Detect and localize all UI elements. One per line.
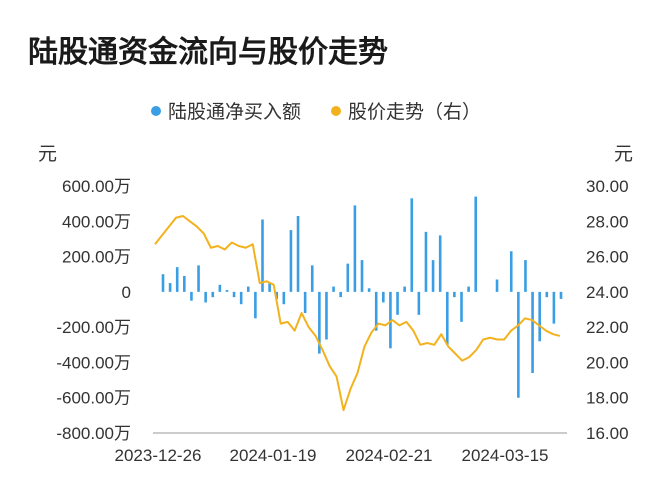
bar xyxy=(403,286,406,292)
legend-line-label: 股价走势（右） xyxy=(348,101,481,123)
x-tick-labels: 2023-12-26 2024-01-19 2024-02-21 2024-03-15 xyxy=(115,446,549,465)
y-left-tick-label: -400.00万 xyxy=(56,353,131,372)
bar xyxy=(211,291,215,298)
y-left-tick-label: 0 xyxy=(122,283,131,302)
line-series xyxy=(154,214,561,412)
bar xyxy=(289,230,293,292)
y-left-tick-label: 200.00万 xyxy=(62,248,131,267)
bar xyxy=(389,291,392,349)
bar xyxy=(382,291,385,303)
y-right-tick-label: 28.00 xyxy=(586,212,629,231)
bar xyxy=(474,196,478,292)
bar xyxy=(495,279,499,292)
bar xyxy=(183,275,186,292)
bar xyxy=(467,286,470,292)
legend: 陆股通净买入额 股价走势（右） xyxy=(151,101,481,123)
bar xyxy=(531,291,534,374)
bar xyxy=(417,291,421,315)
bar xyxy=(275,291,279,299)
y-right-tick-label: 20.00 xyxy=(586,353,629,372)
bar xyxy=(353,205,357,292)
x-tick-label: 2024-02-21 xyxy=(346,446,433,465)
bar xyxy=(190,291,193,301)
bar xyxy=(310,265,314,292)
chart-title: 陆股通资金流向与股价走势 xyxy=(28,35,388,70)
legend-bar-marker xyxy=(151,106,161,116)
bar xyxy=(282,291,286,305)
y-right-tick-label: 26.00 xyxy=(586,248,629,267)
bar xyxy=(218,284,222,292)
bar xyxy=(303,291,307,314)
bar xyxy=(332,286,335,292)
bar xyxy=(325,291,328,340)
bar xyxy=(431,260,435,292)
y-right-tick-label: 24.00 xyxy=(586,283,629,302)
bar xyxy=(367,288,371,292)
price-line xyxy=(154,214,561,412)
bar-series xyxy=(161,196,563,398)
bar xyxy=(346,263,350,292)
bar xyxy=(453,291,456,298)
y-left-tick-label: -800.00万 xyxy=(56,424,131,443)
y-right-tick-label: 30.00 xyxy=(586,177,629,196)
y-left-unit: 元 xyxy=(38,143,57,165)
bar xyxy=(538,291,541,342)
bar xyxy=(517,291,520,398)
y-left-tick-label: 400.00万 xyxy=(62,212,131,231)
bar xyxy=(204,291,207,303)
bar xyxy=(296,215,300,292)
bar xyxy=(460,291,463,322)
bar xyxy=(246,286,250,292)
y-left-tick-label: 600.00万 xyxy=(62,177,131,196)
bar xyxy=(445,291,449,345)
bar xyxy=(559,291,563,299)
y-left-tick-label: -200.00万 xyxy=(56,318,131,337)
bar xyxy=(239,291,243,305)
bar xyxy=(424,231,428,292)
legend-line-marker xyxy=(331,106,341,116)
bar xyxy=(254,291,257,319)
legend-bar-label: 陆股通净买入额 xyxy=(168,101,301,123)
bar xyxy=(225,290,229,292)
bar xyxy=(175,267,179,292)
x-tick-label: 2024-01-19 xyxy=(230,446,317,465)
bar xyxy=(374,291,378,331)
bar xyxy=(261,219,264,292)
bar xyxy=(410,198,414,292)
x-tick-label: 2024-03-15 xyxy=(462,446,549,465)
y-right-tick-label: 22.00 xyxy=(586,318,629,337)
y-right-unit: 元 xyxy=(614,143,633,165)
bar xyxy=(197,265,200,292)
y-right-tick-labels: 30.00 28.00 26.00 24.00 22.00 20.00 18.00 16.00 xyxy=(586,177,629,443)
bar xyxy=(232,291,236,298)
y-left-tick-labels: 600.00万 400.00万 200.00万 0 -200.00万 -400.00万 -6… xyxy=(56,177,131,443)
bar xyxy=(438,235,442,292)
bar xyxy=(552,291,556,324)
y-left-tick-label: -600.00万 xyxy=(56,389,131,408)
bar xyxy=(168,283,172,292)
bar xyxy=(524,260,527,292)
x-tick-label: 2023-12-26 xyxy=(115,446,202,465)
bar xyxy=(396,291,399,315)
y-right-tick-label: 16.00 xyxy=(586,424,629,443)
bar xyxy=(318,291,321,354)
bar xyxy=(360,260,364,292)
bar xyxy=(268,283,271,292)
bar xyxy=(161,274,165,292)
bar xyxy=(509,251,513,292)
bar xyxy=(545,291,549,298)
bar xyxy=(339,291,342,298)
y-right-tick-label: 18.00 xyxy=(586,389,629,408)
